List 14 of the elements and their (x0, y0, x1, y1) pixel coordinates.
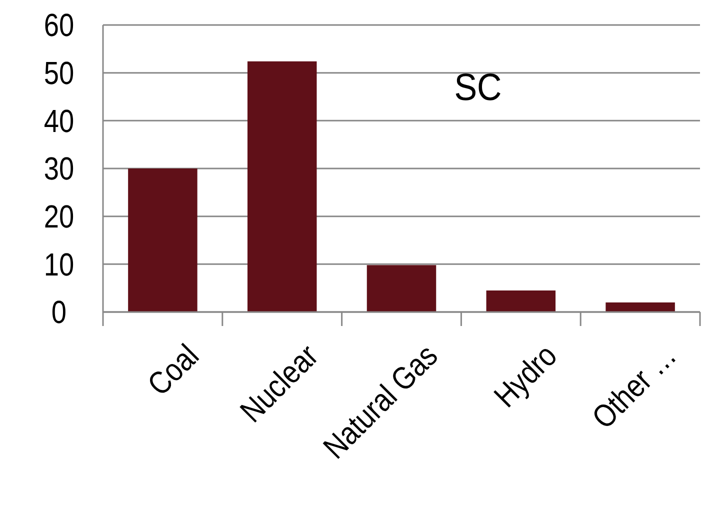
bar (486, 290, 556, 312)
y-tick-label: 10 (44, 247, 74, 283)
y-tick-label: 30 (44, 152, 74, 188)
bar (606, 302, 675, 312)
y-tick-label: 20 (44, 200, 74, 236)
y-tick-label: 0 (51, 295, 67, 331)
y-tick-label: 40 (44, 104, 74, 140)
bar (247, 61, 317, 312)
y-tick-label: 50 (44, 56, 74, 92)
text: SC (454, 65, 502, 108)
y-tick-label: 60 (44, 8, 74, 44)
x-tick-label: Coal (141, 338, 206, 403)
bar (366, 265, 436, 312)
bar (128, 168, 198, 312)
